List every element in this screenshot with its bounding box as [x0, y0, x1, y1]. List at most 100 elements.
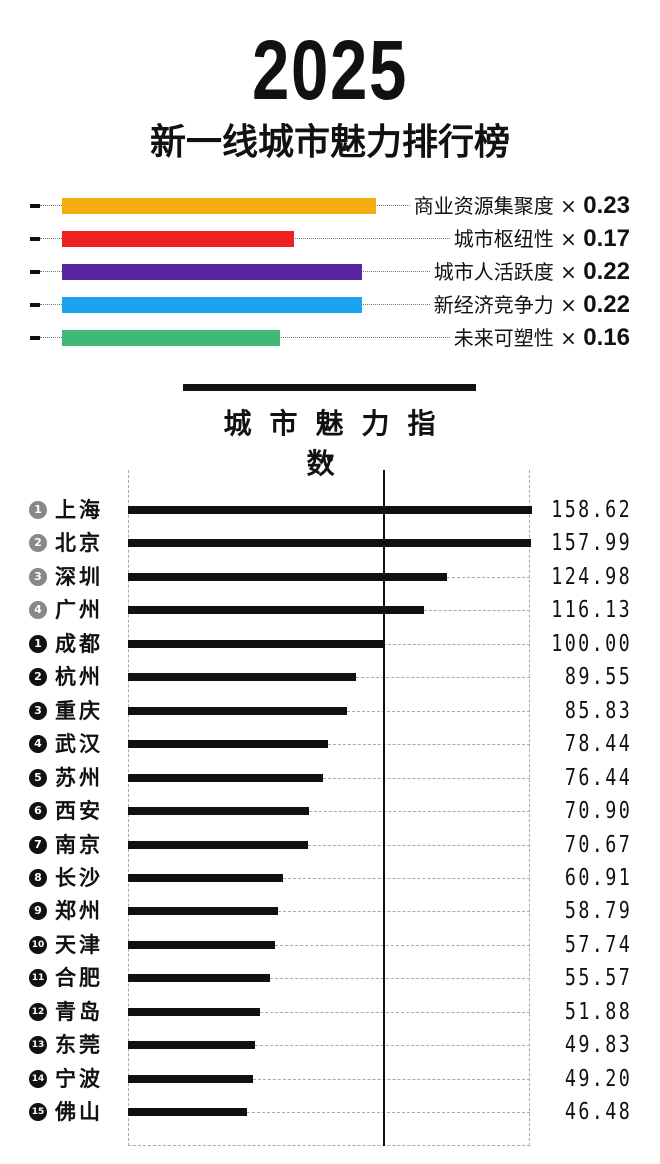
rank-badge: 8	[29, 868, 47, 887]
weight-dash	[30, 204, 40, 208]
value-label: 157.99	[551, 530, 632, 557]
weight-label: 城市人活跃度 × 0.22	[429, 256, 630, 288]
city-label: 天津	[55, 932, 103, 957]
rank-badge: 9	[29, 902, 47, 921]
value-label: 49.20	[564, 1065, 632, 1092]
rank-badge: 14	[29, 1069, 47, 1088]
row-guide	[328, 744, 530, 746]
rank-badge: 2	[29, 668, 47, 687]
weight-name: 城市人活跃度	[433, 260, 554, 284]
city-label: 青岛	[55, 999, 103, 1024]
rank-badge: 6	[29, 802, 47, 821]
city-label: 苏州	[55, 765, 103, 790]
row-guide	[446, 576, 530, 578]
city-label: 杭州	[55, 665, 103, 690]
weight-row: 新经济竞争力 × 0.22	[30, 289, 630, 321]
city-label: 合肥	[55, 966, 103, 991]
value-label: 85.83	[564, 697, 632, 724]
row-guide	[308, 811, 530, 813]
row-guide	[246, 1112, 530, 1114]
weight-label: 新经济竞争力 × 0.22	[429, 289, 630, 321]
weight-value: 0.22	[583, 258, 630, 285]
bar-长沙	[128, 873, 284, 882]
weight-value: 0.16	[583, 324, 630, 351]
value-label: 57.74	[564, 931, 632, 958]
bar-青岛	[128, 1007, 261, 1016]
value-label: 55.57	[564, 965, 632, 992]
row-guide	[308, 844, 530, 846]
row-guide	[346, 710, 530, 712]
weight-row: 城市人活跃度 × 0.22	[30, 256, 630, 288]
bar-上海	[128, 506, 533, 514]
bar-佛山	[128, 1108, 247, 1117]
weight-dash	[30, 237, 40, 241]
bar-广州	[128, 606, 425, 615]
row-guide	[275, 944, 530, 946]
city-label: 重庆	[55, 698, 103, 723]
row-guide	[253, 1078, 530, 1080]
weight-dash	[30, 303, 40, 307]
weight-guide	[40, 337, 600, 338]
rank-badge: 10	[29, 935, 47, 954]
weight-bar	[62, 330, 280, 346]
chart-title: 城市魅力指数	[223, 407, 454, 480]
city-label: 北京	[55, 531, 103, 556]
city-label: 郑州	[55, 899, 103, 924]
rank-badge: 11	[29, 969, 47, 988]
city-label: 南京	[55, 832, 103, 857]
times-sign: ×	[560, 194, 577, 218]
city-label: 武汉	[55, 732, 103, 757]
rank-badge: 3	[29, 701, 47, 720]
weight-name: 新经济竞争力	[433, 293, 554, 317]
weight-bar	[62, 198, 376, 214]
bar-成都	[128, 639, 383, 648]
row-guide	[277, 911, 530, 913]
row-guide	[356, 677, 530, 679]
bar-武汉	[128, 740, 329, 749]
year-title: 2025	[252, 23, 408, 117]
row-guide	[260, 1011, 530, 1013]
city-label: 长沙	[55, 865, 103, 890]
rank-badge: 13	[29, 1036, 47, 1055]
weight-value: 0.23	[583, 192, 630, 219]
city-label: 西安	[55, 799, 103, 824]
rank-badge: 2	[29, 534, 47, 553]
weight-name: 商业资源集聚度	[413, 194, 554, 218]
rank-badge: 15	[29, 1103, 47, 1122]
bar-北京	[128, 539, 531, 548]
rank-badge: 5	[29, 768, 47, 787]
bar-宁波	[128, 1074, 254, 1083]
city-label: 广州	[55, 598, 103, 623]
page-subtitle: 新一线城市魅力排行榜	[149, 122, 510, 163]
bar-天津	[128, 940, 276, 949]
weight-row: 未来可塑性 × 0.16	[30, 322, 630, 354]
bar-合肥	[128, 974, 270, 983]
row-guide	[322, 777, 530, 779]
weight-name: 未来可塑性	[453, 326, 554, 350]
weight-dash	[30, 336, 40, 340]
value-label: 116.13	[551, 597, 632, 624]
weight-row: 城市枢纽性 × 0.17	[30, 223, 630, 255]
bar-郑州	[128, 907, 278, 916]
times-sign: ×	[560, 293, 577, 317]
rank-badge: 1	[29, 634, 47, 653]
weight-label: 城市枢纽性 × 0.17	[449, 223, 630, 255]
weight-bar	[62, 231, 294, 247]
reference-line-100	[383, 470, 385, 1146]
bar-重庆	[128, 706, 347, 715]
rank-badge: 7	[29, 835, 47, 854]
rank-badge: 4	[29, 601, 47, 620]
bar-杭州	[128, 673, 357, 682]
value-label: 158.62	[551, 497, 632, 523]
value-label: 70.90	[564, 798, 632, 825]
value-label: 51.88	[564, 998, 632, 1025]
value-label: 124.98	[551, 563, 632, 590]
rank-badge: 12	[29, 1002, 47, 1021]
weight-row: 商业资源集聚度 × 0.23	[30, 190, 630, 222]
row-guide	[255, 1045, 530, 1047]
bar-苏州	[128, 773, 323, 782]
chart-title-rule	[183, 384, 476, 391]
city-label: 成都	[55, 631, 103, 656]
row-guide	[424, 610, 530, 612]
